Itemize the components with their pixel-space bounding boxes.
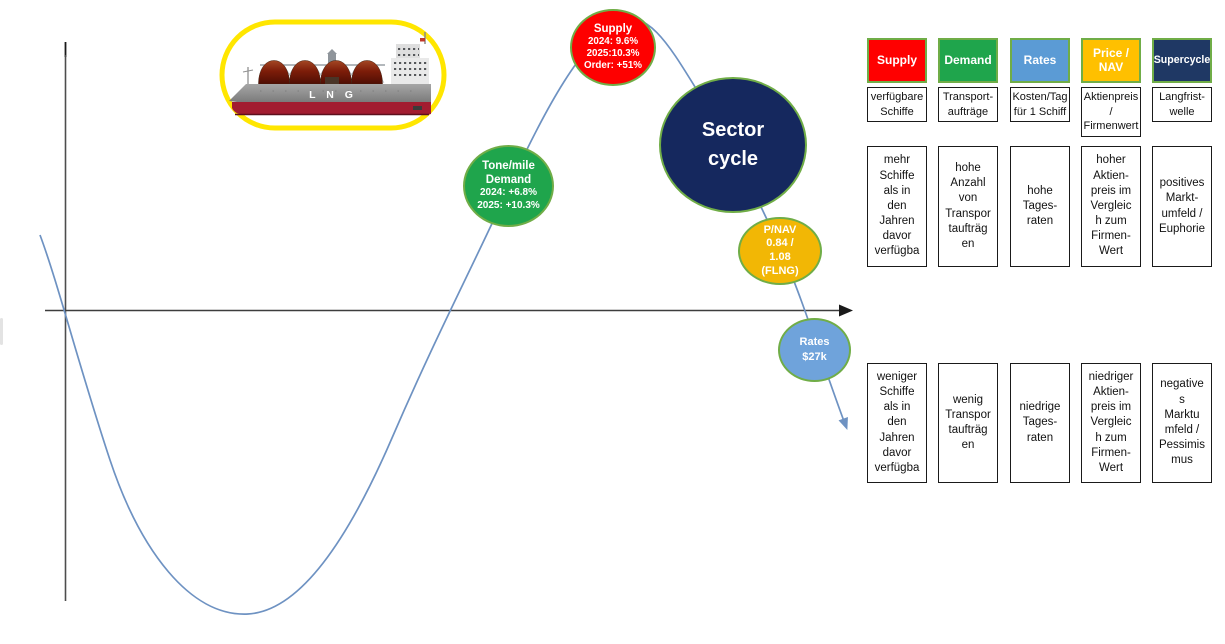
rates-node: Rates $27k [778,318,851,382]
cycle-curve-arrowhead [838,416,848,430]
table-low-price-nav: niedriger Aktien- preis im Vergleic h zu… [1081,363,1141,483]
funnel-mark [420,38,425,42]
table-low-rates: niedrige Tages- raten [1010,363,1070,483]
table-label-supply: verfügbare Schiffe [867,87,927,123]
sector-cycle-title: Sector cycle [701,119,765,170]
table-high-price-nav: hoher Aktien- preis im Vergleic h zum Fi… [1081,146,1141,267]
ship-lng-label: L N G [309,89,357,101]
table-header-supercycle-label: Supercycle [1153,53,1211,66]
demand-node-title: Tone/mile Demand [482,159,535,186]
table-high-demand: hohe Anzahl von Transpor taufträg en [938,146,998,267]
table-low-supercycle: negative s Marktu mfeld / Pessimis mus [1152,363,1212,483]
table-header-supply: Supply [867,38,927,83]
center-derrick [328,54,336,67]
table-header-rates: Rates [1010,38,1070,83]
ship-waterline-band [232,102,431,115]
table-low-supply: weniger Schiffe als in den Jahren davor … [867,363,927,483]
table-header-supply-label: Supply [876,52,917,67]
rates-node-text: Rates $27k [799,335,830,363]
supply-node: Supply 2024: 9.6% 2025:10.3% Order: +51% [570,9,656,86]
table-header-price-nav-label: Price / NAV [1092,46,1130,74]
sector-cycle-node: Sector cycle [659,77,807,213]
table-high-rates: hohe Tages- raten [1010,146,1070,267]
table-header-price-nav: Price / NAV [1081,38,1141,83]
table-label-rates: Kosten/Tag für 1 Schiff [1010,87,1070,123]
supply-node-title: Supply [593,22,633,35]
x-axis-arrowhead [839,304,853,317]
lng-tanks [258,60,383,85]
pnav-node: P/NAV 0.84 / 1.08 (FLNG) [738,217,822,285]
table-header-demand: Demand [938,38,998,83]
clipped-shape-fragment [0,318,3,345]
table-label-supercycle: Langfrist- welle [1152,87,1212,123]
supply-node-values: 2024: 9.6% 2025:10.3% Order: +51% [584,36,642,72]
table-header-rates-label: Rates [1023,52,1057,67]
table-high-supply: mehr Schiffe als in den Jahren davor ver… [867,146,927,267]
lng-ship-image: L N G [219,19,447,131]
demand-node: Tone/mile Demand 2024: +6.8% 2025: +10.3… [463,145,554,227]
table-header-demand-label: Demand [944,52,992,67]
bridge-tower [396,44,420,59]
table-label-price-nav: Aktienpreis / Firmenwert [1081,87,1141,137]
table-low-demand: wenig Transpor taufträg en [938,363,998,483]
table-high-supercycle: positives Markt- umfeld / Euphorie [1152,146,1212,267]
ship-hull [229,84,431,102]
table-label-demand: Transport- aufträge [938,87,998,123]
demand-node-values: 2024: +6.8% 2025: +10.3% [477,187,540,211]
pnav-node-text: P/NAV 0.84 / 1.08 (FLNG) [761,223,799,277]
table-header-supercycle: Supercycle [1152,38,1212,83]
